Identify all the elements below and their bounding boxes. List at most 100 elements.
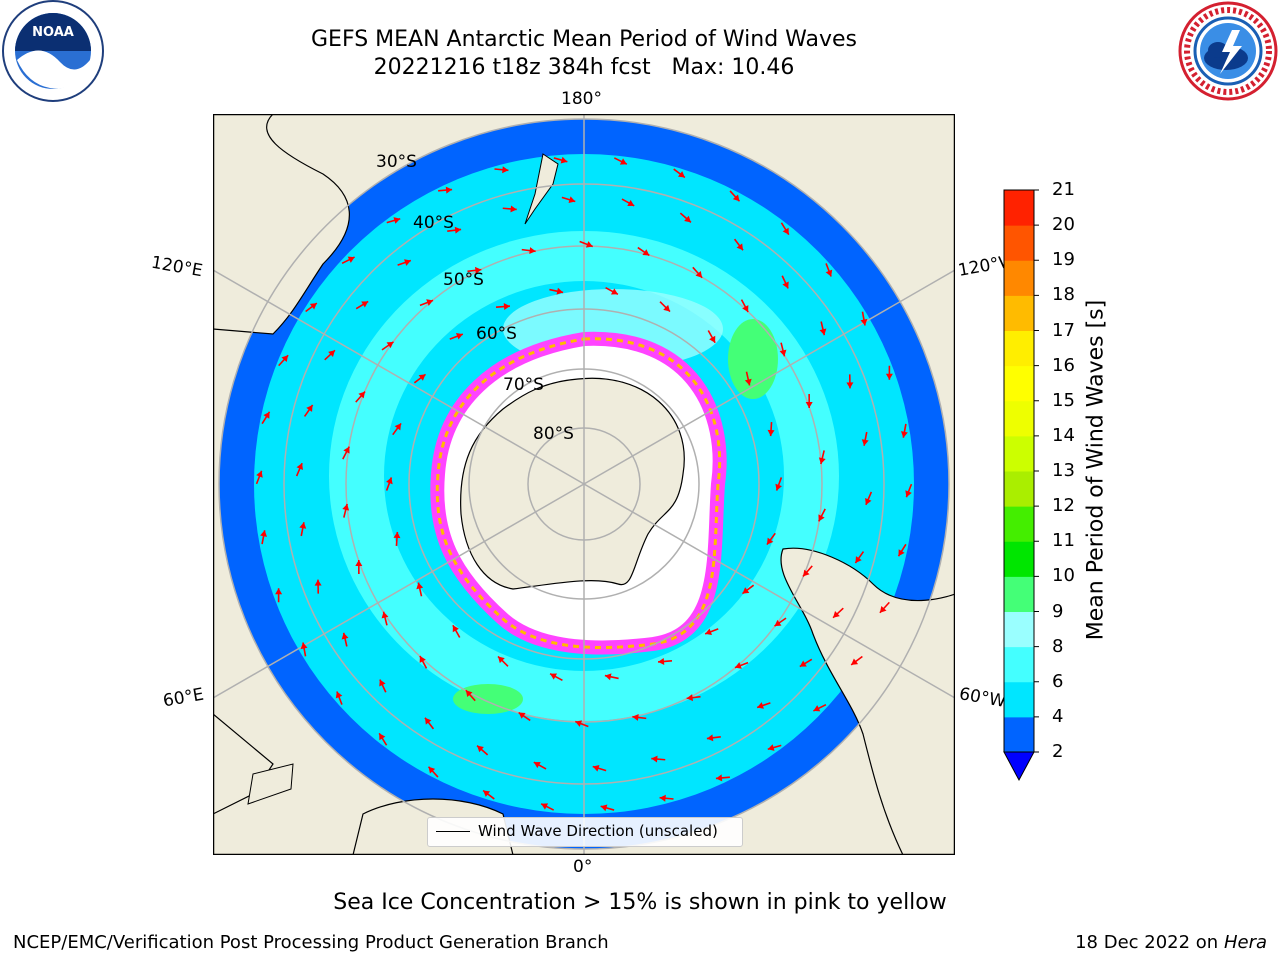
- colorbar-tick-label: 21: [1052, 179, 1075, 200]
- wind-arrow-head: [819, 328, 827, 336]
- colorbar-tick-label: 15: [1052, 389, 1075, 411]
- wind-arrow-head: [296, 463, 303, 471]
- colorbar-extend-arrow: [1003, 751, 1035, 782]
- lon-label-180: 180°: [561, 89, 602, 109]
- colorbar-segment: [1004, 330, 1034, 367]
- wind-arrow-head: [529, 247, 536, 255]
- wind-arrow-head: [677, 171, 685, 178]
- wind-arrow-head: [799, 660, 807, 667]
- wind-arrow-head: [851, 658, 859, 665]
- wind-arrow-head: [659, 794, 666, 802]
- wind-arrow-head: [833, 611, 840, 618]
- colorbar-segment: [1004, 400, 1034, 437]
- national-weather-service-logo: [1178, 1, 1278, 101]
- colorbar-segment: [1004, 506, 1034, 542]
- wind-arrow-head: [736, 243, 744, 251]
- colorbar-segment: [1004, 471, 1034, 507]
- wind-arrow-head: [483, 790, 491, 797]
- wind-arrow-head: [879, 605, 887, 613]
- longitude-gridlines: [213, 114, 955, 855]
- wind-arrow-head: [818, 457, 826, 465]
- wind-arrow-head: [627, 199, 635, 206]
- wind-arrow-head: [782, 281, 789, 289]
- colorbar-tick-label: 14: [1052, 424, 1075, 446]
- figure-subtitle: 20221216 t18z 384h fcst Max: 10.46: [373, 55, 795, 80]
- wind-arrow-head: [381, 611, 389, 619]
- wind-arrow-head: [757, 702, 764, 709]
- wind-arrow-head: [550, 673, 558, 680]
- wind-arrow-head: [379, 733, 386, 741]
- wind-arrow-head: [898, 549, 905, 557]
- wind-arrow-head: [658, 657, 665, 665]
- wind-arrow-head: [774, 619, 782, 627]
- wind-arrow-head: [767, 429, 775, 437]
- wind-arrow-head: [861, 439, 869, 446]
- wind-arrow-head: [706, 734, 714, 742]
- wind-arrow-head: [766, 537, 774, 545]
- colorbar-segment: [1004, 190, 1034, 226]
- wind-arrow-head: [510, 205, 517, 213]
- colorbar-segment: [1004, 541, 1034, 577]
- wind-arrow-head: [592, 764, 600, 772]
- wind-arrow-head: [600, 804, 608, 812]
- lat-label-60s: 60°S: [476, 324, 517, 344]
- wind-arrow-head: [419, 655, 426, 663]
- wind-arrow-head: [502, 166, 509, 174]
- lon-label-60e: 60°E: [161, 684, 206, 712]
- colorbar-segment: [1004, 611, 1034, 648]
- colorbar-title: Mean Period of Wind Waves [s]: [1083, 299, 1109, 641]
- wind-arrow-head: [314, 579, 322, 586]
- colorbar-tick-label: 20: [1052, 214, 1075, 236]
- lon-label-0: 0°: [573, 857, 593, 877]
- map: [213, 114, 955, 855]
- wind-arrow-head: [663, 304, 670, 312]
- wind-arrow-head: [260, 530, 268, 537]
- wind-arrow-head: [256, 470, 263, 478]
- wind-arrow-head: [418, 374, 426, 381]
- wind-arrow-head: [686, 694, 694, 702]
- wind-arrow-head: [619, 158, 627, 165]
- wind-arrow-head: [610, 288, 618, 295]
- wind-arrow-head: [846, 382, 854, 389]
- colorbar-segment: [1004, 260, 1034, 296]
- wind-arrow-head: [865, 497, 872, 505]
- wind-arrow-head: [734, 662, 742, 669]
- wind-arrow-head: [744, 378, 752, 386]
- wind-arrow-head: [455, 333, 463, 340]
- wind-arrow-head: [335, 691, 343, 699]
- wind-arrow-head: [533, 762, 541, 769]
- figure-title: GEFS MEAN Antarctic Mean Period of Wind …: [311, 27, 857, 52]
- colorbar-tick-label: 13: [1052, 460, 1075, 481]
- colorbar-segment: [1004, 646, 1034, 683]
- wind-arrow-head: [498, 656, 505, 664]
- wind-arrow-head: [416, 582, 424, 590]
- ocean-patch-9-10s: [453, 684, 523, 714]
- wind-arrow-head: [767, 744, 775, 751]
- madagascar-land: [247, 763, 294, 805]
- wind-arrow-head: [300, 642, 308, 650]
- wind-arrow-head: [813, 705, 821, 712]
- footer-credit: NCEP/EMC/Verification Post Processing Pr…: [13, 932, 609, 953]
- footer-date: 18 Dec 2022 on Hera: [1075, 932, 1267, 953]
- wind-arrow-head: [575, 720, 583, 727]
- wind-arrow-head: [424, 717, 432, 725]
- antarctica-land: [460, 377, 685, 590]
- colorbar-tick-label: 17: [1052, 319, 1075, 341]
- colorbar-tick-label: 12: [1052, 495, 1075, 517]
- colorbar-tick-label: 9: [1052, 600, 1064, 622]
- colorbar-tick-label: 4: [1052, 705, 1064, 727]
- colorbar-tick-label: 16: [1052, 354, 1075, 376]
- wind-arrow-head: [474, 266, 482, 274]
- lon-label-120e: 120°E: [149, 252, 205, 282]
- wind-arrow-head: [404, 259, 411, 266]
- lat-label-40s: 40°S: [413, 213, 454, 233]
- wind-arrow-head: [684, 215, 691, 223]
- colorbar-segment: [1004, 365, 1034, 402]
- wind-arrow-head: [742, 587, 750, 594]
- wind-arrow-head: [705, 628, 713, 635]
- new-zealand-land: [524, 153, 559, 225]
- wind-arrow-head: [651, 755, 658, 763]
- wind-arrow-head: [263, 411, 270, 419]
- wind-arrow-head: [428, 766, 436, 774]
- wind-arrow-head: [299, 522, 307, 529]
